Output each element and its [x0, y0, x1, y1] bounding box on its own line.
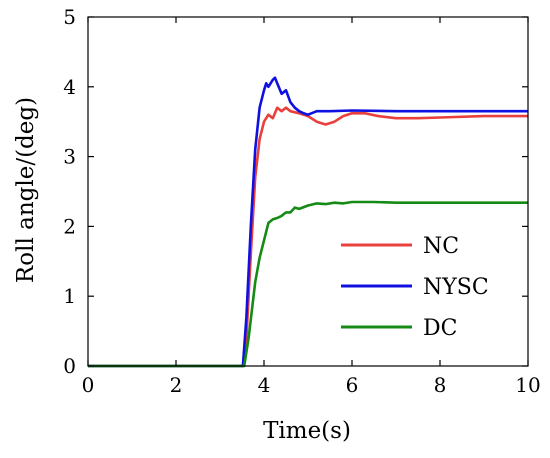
series-lines — [88, 76, 528, 368]
plot-frame — [87, 16, 529, 367]
legend-label-nysc: NYSC — [423, 275, 489, 300]
x-tick-label: 0 — [82, 373, 95, 397]
y-tick-label: 0 — [63, 354, 76, 378]
series-line-nc — [88, 106, 528, 368]
axes — [87, 16, 529, 367]
x-tick-label: 6 — [346, 373, 359, 397]
tick-labels: 0 2 4 6 8 10 0 1 2 3 4 5 — [63, 5, 540, 397]
series-line-nysc — [88, 76, 528, 368]
x-axis-title: Time(s) — [263, 418, 351, 444]
y-tick-label: 5 — [63, 5, 76, 29]
y-tick-label: 3 — [63, 145, 76, 169]
x-tick-label: 8 — [434, 373, 447, 397]
legend-label-nc: NC — [423, 234, 459, 259]
y-tick-label: 1 — [63, 284, 76, 308]
x-tick-label: 2 — [170, 373, 183, 397]
y-tick-label: 4 — [63, 75, 76, 99]
y-axis-title: Roll angle/(deg) — [13, 97, 39, 283]
legend-label-dc: DC — [423, 316, 457, 341]
legend: NC NYSC DC — [341, 234, 489, 341]
x-tick-label: 4 — [258, 373, 271, 397]
y-tick-label: 2 — [63, 214, 76, 238]
series-line-dc — [88, 200, 528, 368]
x-tick-label: 10 — [515, 373, 540, 397]
